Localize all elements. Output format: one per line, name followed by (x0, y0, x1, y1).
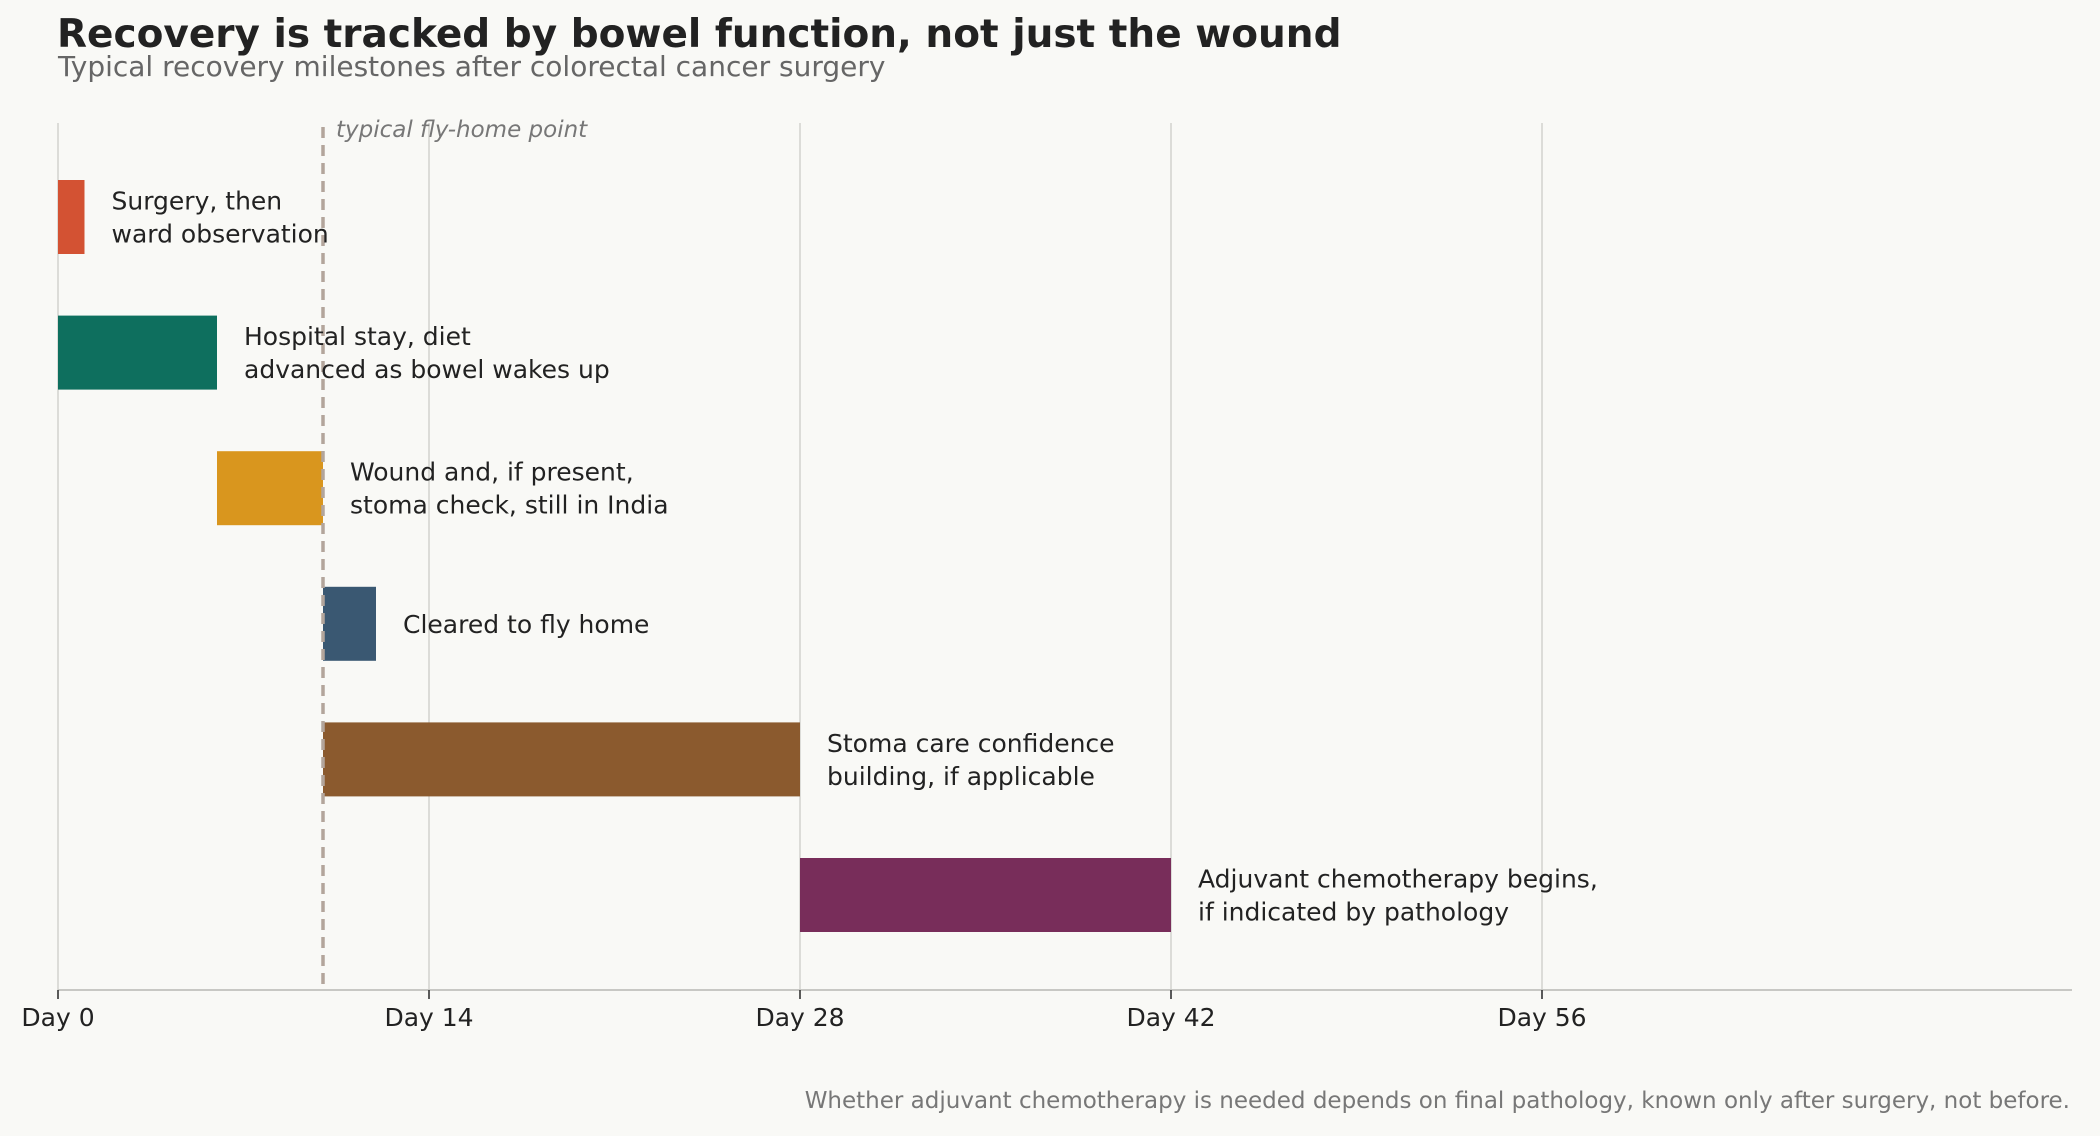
bar-label-line: Wound and, if present, (350, 457, 634, 486)
bar-label: Hospital stay, diet advanced as bowel wak… (244, 322, 610, 384)
bar-label-line: Hospital stay, diet (244, 322, 471, 351)
x-tick-label: Day 14 (384, 1003, 473, 1032)
milestone-bar (58, 180, 85, 254)
bar-label-line: advanced as bowel wakes up (244, 355, 610, 384)
bar-label-line: if indicated by pathology (1198, 897, 1509, 926)
x-tick-label: Day 0 (21, 1003, 94, 1032)
bar-label: Cleared to fly home (403, 609, 649, 638)
x-axis: Day 0 Day 14 Day 28 Day 42 Day 56 (21, 989, 2072, 1032)
x-tick-label: Day 42 (1126, 1003, 1215, 1032)
grid-lines (57, 123, 1543, 990)
bar-label-line: stoma check, still in India (350, 490, 669, 519)
bar-label: Adjuvant chemotherapy begins, if indicate… (1198, 864, 1598, 926)
bar-labels: Surgery, then ward observation Hospital st… (112, 186, 1598, 926)
chart-footnote: Whether adjuvant chemotherapy is needed … (804, 1088, 2070, 1114)
bar-label: Stoma care confidence building, if applic… (827, 728, 1115, 790)
x-tick-label: Day 28 (755, 1003, 844, 1032)
x-tick-label: Day 56 (1497, 1003, 1586, 1032)
milestone-bar (58, 315, 217, 390)
bar-label-line: Cleared to fly home (403, 609, 649, 638)
bar-label: Wound and, if present, stoma check, still… (350, 457, 669, 519)
reference-line-group: typical fly-home point (321, 117, 588, 990)
bar-label-line: ward observation (112, 219, 329, 248)
bar-label-line: Surgery, then (112, 186, 283, 215)
milestone-bars (58, 180, 1171, 932)
bar-label-line: Adjuvant chemotherapy begins, (1198, 864, 1598, 893)
bar-label: Surgery, then ward observation (112, 186, 329, 248)
bar-label-line: Stoma care confidence (827, 728, 1115, 757)
reference-line-label: typical fly-home point (336, 117, 588, 143)
bar-label-line: building, if applicable (827, 761, 1095, 790)
milestone-bar (217, 451, 323, 526)
milestone-bar (323, 586, 376, 661)
milestone-bar (800, 858, 1171, 932)
chart-title: Recovery is tracked by bowel function, n… (57, 12, 1342, 57)
milestone-bar (323, 722, 800, 797)
chart-subtitle: Typical recovery milestones after colore… (58, 50, 886, 83)
